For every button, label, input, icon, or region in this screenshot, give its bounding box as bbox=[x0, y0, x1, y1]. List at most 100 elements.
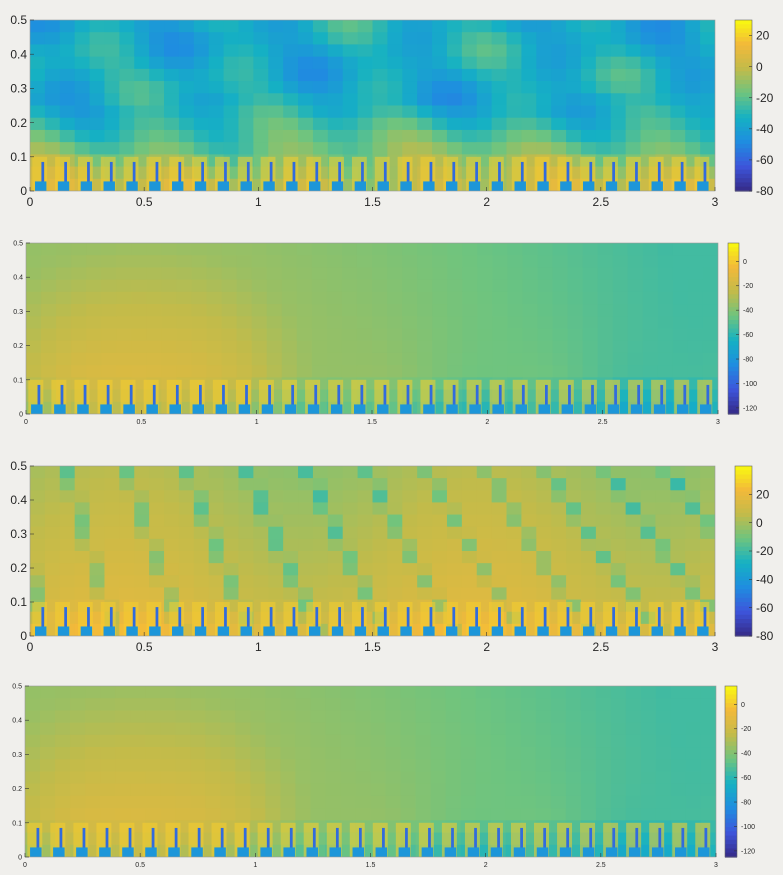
heatmap-cell bbox=[506, 514, 523, 528]
heatmap-cell bbox=[506, 587, 523, 601]
heatmap-cell bbox=[595, 587, 612, 601]
heatmap-panel: 0 0.5 1 1.5 2 2.5 300.10.20.30.40.5-120-100-80… bbox=[12, 683, 755, 869]
heatmap-cell bbox=[44, 466, 61, 479]
colorbar-step bbox=[728, 362, 739, 368]
heatmap-cell bbox=[89, 129, 106, 143]
heatmap-cell bbox=[342, 526, 359, 540]
colorbar-step bbox=[735, 559, 752, 565]
heatmap-cell bbox=[235, 722, 251, 736]
heatmap-cell bbox=[492, 279, 508, 293]
x-tick-label: 1 bbox=[253, 862, 257, 869]
bottom-structures bbox=[28, 379, 713, 414]
structure-base bbox=[172, 626, 184, 636]
heatmap-cell bbox=[670, 783, 687, 797]
heatmap-cell bbox=[85, 722, 101, 736]
heatmap-cell bbox=[477, 267, 493, 281]
heatmap-cell bbox=[160, 747, 176, 760]
heatmap-cell bbox=[115, 808, 131, 821]
heatmap-cell bbox=[595, 783, 612, 797]
heatmap-cell bbox=[551, 551, 567, 564]
heatmap-cell bbox=[342, 587, 359, 601]
heatmap-cell bbox=[311, 243, 328, 256]
heatmap-cell bbox=[312, 32, 329, 46]
heatmap-cell bbox=[387, 365, 403, 378]
heatmap-cell bbox=[700, 795, 716, 809]
heatmap-cell bbox=[298, 478, 314, 491]
heatmap-cell bbox=[175, 734, 191, 748]
heatmap-cell bbox=[101, 243, 117, 256]
heatmap-cell bbox=[461, 478, 478, 491]
heatmap-cell bbox=[670, 722, 687, 736]
heatmap-cell bbox=[250, 686, 266, 699]
heatmap-cell bbox=[283, 563, 299, 576]
heatmap-cell bbox=[461, 93, 478, 107]
heatmap-cell bbox=[595, 551, 612, 564]
colorbar-step bbox=[728, 243, 739, 248]
structure-base bbox=[698, 847, 710, 857]
heatmap-cell bbox=[492, 255, 508, 269]
heatmap-cell bbox=[551, 502, 567, 516]
heatmap-cell bbox=[640, 478, 657, 491]
heatmap-cell bbox=[312, 514, 329, 528]
heatmap-cell bbox=[566, 526, 582, 540]
heatmap-cell bbox=[253, 32, 269, 46]
heatmap-cell bbox=[387, 538, 403, 552]
structure-base bbox=[331, 181, 344, 191]
heatmap-cell bbox=[100, 795, 116, 809]
heatmap-cell bbox=[657, 267, 674, 281]
heatmap-cell bbox=[520, 734, 537, 748]
heatmap-cell bbox=[490, 759, 507, 773]
colorbar-step bbox=[725, 741, 737, 747]
heatmap-cell bbox=[687, 365, 704, 378]
heatmap-cell bbox=[280, 722, 296, 736]
heatmap-cell bbox=[265, 710, 281, 724]
heatmap-cell bbox=[612, 340, 629, 354]
heatmap-cell bbox=[357, 81, 374, 94]
heatmap-cell bbox=[327, 93, 344, 107]
heatmap-cell bbox=[235, 759, 251, 773]
heatmap-cell bbox=[355, 771, 372, 785]
heatmap-cell bbox=[387, 142, 403, 155]
colorbar-step bbox=[735, 491, 752, 497]
heatmap-cell bbox=[417, 129, 433, 143]
heatmap-cell bbox=[595, 808, 612, 821]
heatmap-cell bbox=[223, 117, 240, 131]
heatmap-cell bbox=[71, 291, 87, 305]
heatmap-cell bbox=[298, 587, 314, 601]
structure-post bbox=[152, 384, 156, 414]
heatmap-cell bbox=[506, 68, 523, 82]
heatmap-cell bbox=[580, 514, 597, 528]
structure-post bbox=[338, 161, 341, 191]
heatmap-cell bbox=[655, 117, 671, 131]
structure-base bbox=[560, 181, 572, 191]
heatmap-cell bbox=[115, 771, 131, 785]
heatmap-cell bbox=[130, 783, 146, 797]
heatmap-cell bbox=[341, 352, 358, 366]
heatmap-cell bbox=[266, 340, 283, 354]
heatmap-cell bbox=[146, 340, 162, 354]
structure-base bbox=[123, 404, 135, 414]
heatmap-cell bbox=[642, 291, 659, 305]
heatmap-cell bbox=[551, 563, 567, 576]
structure-base bbox=[538, 404, 551, 414]
heatmap-cell bbox=[342, 502, 359, 516]
heatmap-cell bbox=[610, 56, 627, 70]
heatmap-cell bbox=[582, 352, 599, 366]
heatmap-cell bbox=[205, 771, 221, 785]
heatmap-cell bbox=[310, 771, 327, 785]
heatmap-cell bbox=[56, 279, 72, 293]
heatmap-cell bbox=[521, 526, 537, 540]
heatmap-cell bbox=[700, 478, 715, 491]
heatmap-cell bbox=[506, 32, 523, 46]
structure-post bbox=[246, 161, 250, 191]
structure-post bbox=[129, 384, 133, 414]
heatmap-cell bbox=[446, 142, 463, 155]
heatmap-cell bbox=[221, 279, 238, 293]
heatmap-cell bbox=[251, 352, 268, 366]
heatmap-cell bbox=[372, 81, 388, 94]
heatmap-cell bbox=[341, 279, 358, 293]
structure-base bbox=[122, 847, 134, 857]
heatmap-cell bbox=[149, 32, 165, 46]
heatmap-cell bbox=[640, 747, 657, 760]
heatmap-cell bbox=[325, 722, 342, 736]
